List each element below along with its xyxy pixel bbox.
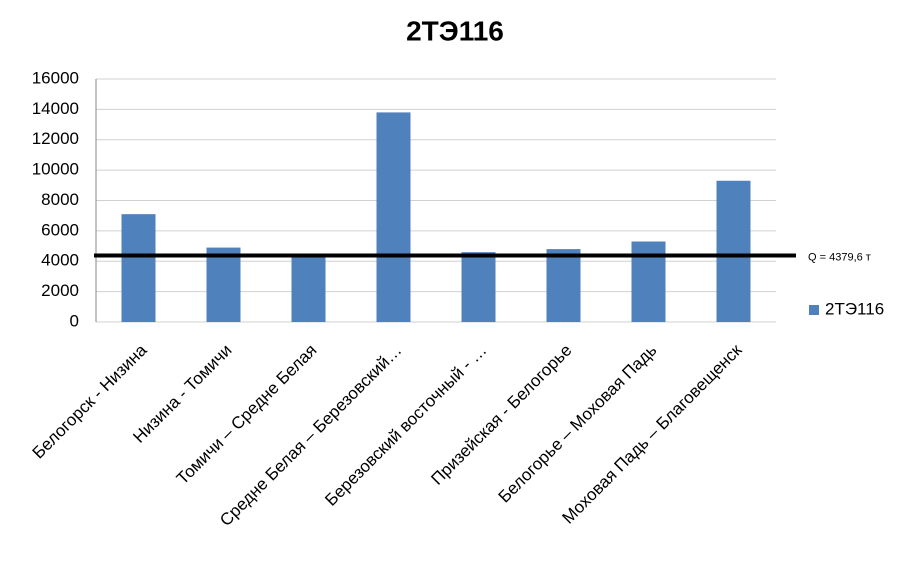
x-tick-label: Томичи – Средне Белая — [173, 341, 321, 489]
y-tick-label: 12000 — [32, 129, 79, 148]
y-tick-label: 6000 — [41, 220, 79, 239]
y-tick-label: 4000 — [41, 251, 79, 270]
bar — [716, 180, 751, 322]
bar — [546, 249, 581, 322]
y-tick-label: 8000 — [41, 190, 79, 209]
bar — [376, 112, 411, 322]
y-tick-label: 16000 — [32, 68, 79, 87]
x-tick-label: Средне Белая – Березовский… — [216, 341, 405, 530]
x-tick-label: Моховая Падь – Благовещенск — [559, 340, 746, 527]
x-tick-label: Призейская - Белогорье — [427, 341, 575, 489]
bar — [291, 256, 326, 322]
y-tick-label: 2000 — [41, 281, 79, 300]
x-tick-label: Белогорск - Низина — [29, 340, 151, 462]
x-tick-label: Белогорье – Моховая Падь — [495, 340, 661, 506]
bar — [206, 247, 241, 322]
legend-label: 2ТЭ116 — [825, 299, 884, 318]
legend-swatch — [809, 305, 819, 315]
bar — [121, 214, 156, 322]
y-tick-label: 14000 — [32, 99, 79, 118]
x-tick-label: Березовский восточный - … — [321, 341, 490, 510]
chart-title: 2ТЭ116 — [406, 15, 504, 46]
y-tick-label: 0 — [70, 311, 79, 330]
bar — [461, 252, 496, 322]
y-tick-label: 10000 — [32, 160, 79, 179]
reference-label: Q = 4379,6 т — [808, 251, 871, 263]
